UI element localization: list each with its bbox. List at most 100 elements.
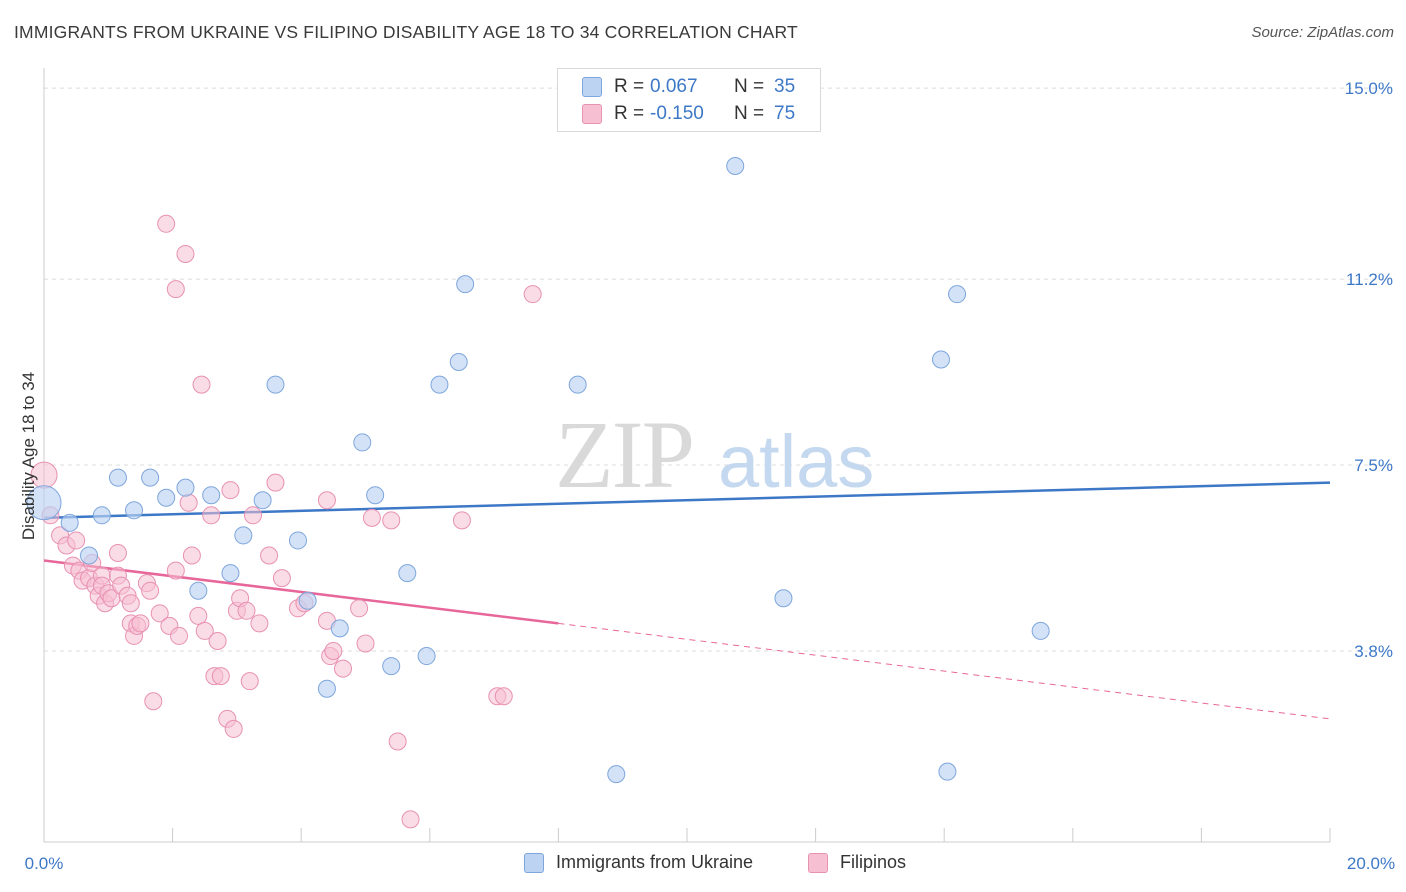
filipinos-point [202,506,221,525]
x-tick-label: 20.0% [1347,854,1395,873]
filipinos-point [324,642,343,661]
filipinos-point [131,614,150,633]
ukraine-point [189,581,208,600]
ukraine-point [125,501,144,520]
r-label: R = [614,76,645,97]
filipinos-point [182,546,201,565]
filipinos-point [192,375,211,394]
grid-lines [44,87,1392,652]
ukraine-point [568,375,587,394]
filipinos-point [150,604,169,623]
y-tick-labels: 3.8% 7.5% 11.2% 15.0% [1345,79,1393,661]
ukraine-point [607,765,626,784]
ukraine-point [456,275,475,294]
filipinos-point [250,614,269,633]
filipinos-point [240,672,259,691]
filipinos-point [260,546,279,565]
y-tick-label: 11.2% [1346,270,1393,289]
series-legend: Immigrants from Ukraine Filipinos [0,852,1406,878]
legend-swatch-ukraine [524,852,544,873]
correlation-legend: R = 0.067 N = 35 R = -0.150 N = 75 [557,68,821,132]
ukraine-point [398,564,417,583]
legend-label-ukraine: Immigrants from Ukraine [556,852,754,872]
ukraine-point [726,157,745,176]
filipinos-point [170,626,189,645]
filipinos-point [144,692,163,711]
legend-swatch-ukraine [582,77,602,97]
ukraine-point [80,546,99,565]
ukraine-point [92,506,111,525]
ukraine-point [353,433,372,452]
filipinos-point [195,621,214,640]
filipinos-trend-line [43,559,559,625]
filipinos-point [452,511,471,530]
chart-title: IMMIGRANTS FROM UKRAINE VS FILIPINO DISA… [14,22,798,42]
watermark-atlas: atlas [718,420,874,503]
ukraine-point [330,619,349,638]
ukraine-point [1031,621,1050,640]
filipinos-point [166,280,185,299]
filipinos-point [243,506,262,525]
y-tick-label: 15.0% [1345,79,1393,98]
filipinos-point [356,634,375,653]
filipinos-point [67,531,86,550]
filipinos-point [317,491,336,510]
filipinos-point [141,581,160,600]
ukraine-point [176,478,195,497]
y-axis-label: Disability Age 18 to 34 [19,372,38,540]
filipinos-point [494,687,513,706]
filipinos-point [121,594,140,613]
r-value: -0.150 [650,103,704,124]
ukraine-point [938,762,957,781]
data-points [26,157,1050,829]
filipinos-point [189,606,208,625]
n-label: N = [734,103,765,124]
ukraine-point [266,375,285,394]
filipinos-point [401,810,420,829]
filipinos-point [211,667,230,686]
y-tick-label: 3.8% [1354,642,1393,661]
axes [43,68,1331,843]
filipinos-point [523,285,542,304]
ukraine-point [948,285,967,304]
ukraine-point [288,531,307,550]
ukraine-point [221,564,240,583]
filipinos-point [350,599,369,618]
filipinos-point [382,511,401,530]
r-label: R = [614,103,645,124]
ukraine-point [202,486,221,505]
filipinos-point [208,631,227,650]
watermark: ZIP atlas [555,401,874,508]
filipinos-point [221,481,240,500]
ukraine-point [430,375,449,394]
filipinos-point [179,493,198,512]
ukraine-point [253,491,272,510]
legend-swatch-filipinos [808,852,828,873]
filipinos-trend-extension [558,622,1331,720]
legend-item-filipinos[interactable]: Filipinos [808,852,906,873]
filipinos-point [266,473,285,492]
filipinos-point [176,244,195,263]
legend-row-ukraine: R = 0.067 N = 35 [582,75,795,99]
legend-label-filipinos: Filipinos [840,852,907,872]
ukraine-point [366,486,385,505]
n-value: 75 [774,103,796,124]
ukraine-point [382,657,401,676]
ukraine-point [774,589,793,608]
legend-item-ukraine[interactable]: Immigrants from Ukraine [524,852,753,873]
filipinos-point [362,508,381,527]
ukraine-point [60,513,79,532]
legend-row-filipinos: R = -0.150 N = 75 [582,102,795,126]
ukraine-point [298,591,317,610]
n-label: N = [734,76,765,97]
ukraine-point [141,468,160,487]
n-value: 35 [774,76,796,97]
filipinos-point [157,214,176,233]
ukraine-point [449,353,468,372]
ukraine-point [317,679,336,698]
ukraine-point [931,350,950,369]
watermark-zip: ZIP [555,401,693,508]
filipinos-point [388,732,407,751]
ukraine-point [157,488,176,507]
